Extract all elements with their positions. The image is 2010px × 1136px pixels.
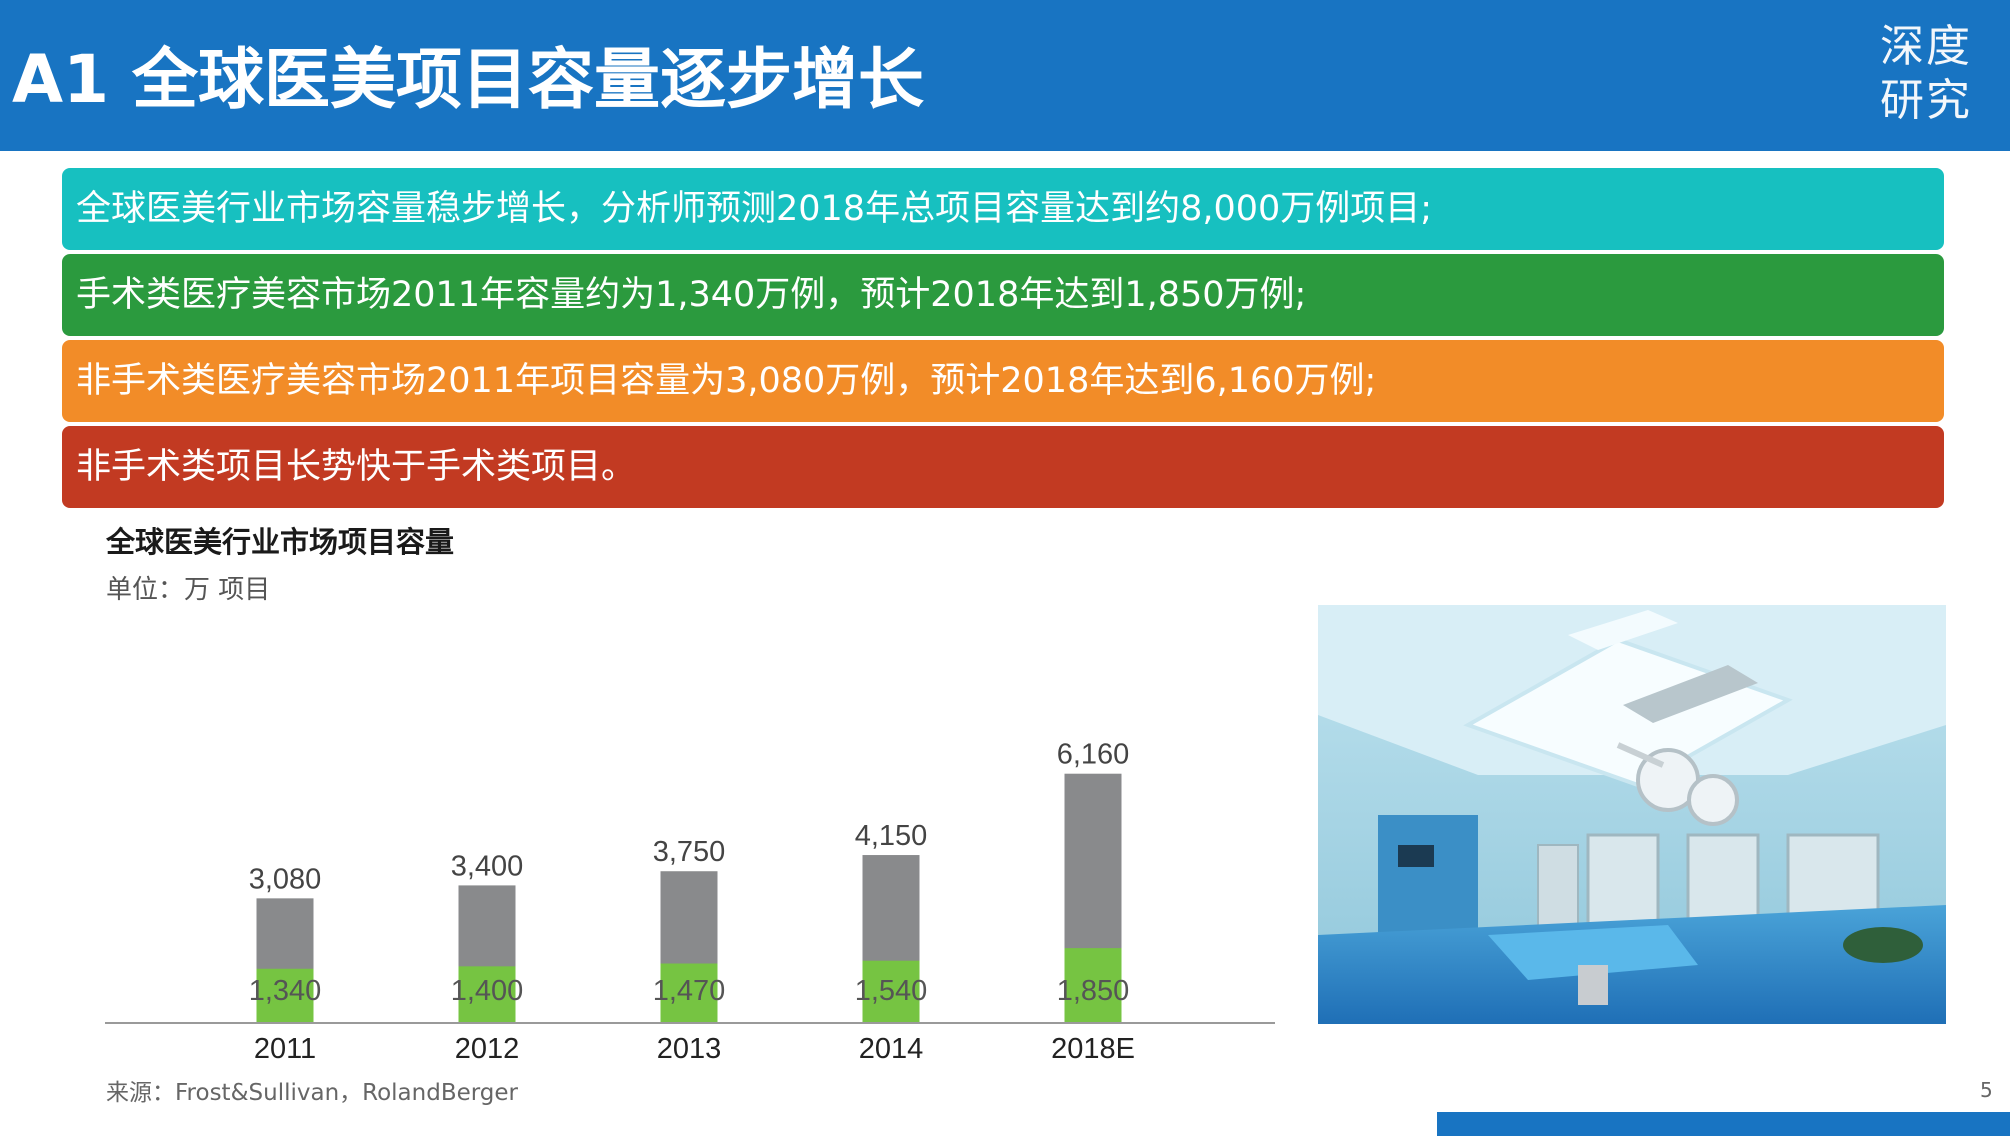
value-label-total-2018E: 6,160: [1057, 739, 1130, 771]
brand-logo: 深度 研究: [1876, 20, 1976, 132]
x-tick-label-2014: 2014: [859, 1033, 924, 1065]
page-number: 5: [1980, 1078, 1993, 1102]
value-label-segment-2018E: 1,850: [1057, 975, 1130, 1007]
x-tick-label-2013: 2013: [657, 1033, 722, 1065]
value-label-segment-2011: 1,340: [249, 975, 322, 1007]
banner-2: 手术类医疗美容市场2011年容量约为1,340万例，预计2018年达到1,850…: [62, 254, 1944, 336]
bottom-accent-bar: [1437, 1112, 2010, 1136]
banner-3: 非手术类医疗美容市场2011年项目容量为3,080万例，预计2018年达到6,1…: [62, 340, 1944, 422]
capacity-bar-chart: 3,080 1,340 2011 3,400 1,400 2012 3,750 1,470 20…: [105, 739, 1275, 1065]
page-title: A1 全球医美项目容量逐步增长: [12, 41, 924, 118]
bar-segment-2013: [660, 963, 718, 1023]
value-label-total-2012: 3,400: [451, 850, 524, 882]
x-tick-label-2018E: 2018E: [1051, 1033, 1135, 1065]
x-tick-label-2012: 2012: [455, 1033, 520, 1065]
bar-segment-2014: [862, 960, 920, 1023]
bar-segment-2018E: [1064, 948, 1122, 1023]
chart-title: 全球医美行业市场项目容量: [106, 525, 455, 559]
bar-segment-2011: [256, 968, 314, 1023]
operating-room-photo: [1318, 605, 1946, 1024]
value-label-segment-2014: 1,540: [855, 975, 928, 1007]
value-label-segment-2012: 1,400: [451, 975, 524, 1007]
x-tick-label-2011: 2011: [254, 1033, 316, 1065]
header-bar: A1 全球医美项目容量逐步增长 深度 研究: [0, 0, 2010, 151]
value-label-total-2014: 4,150: [855, 820, 928, 852]
chart-unit-label: 单位：万 项目: [106, 575, 271, 605]
banner-4: 非手术类项目长势快于手术类项目。: [62, 426, 1944, 508]
banner-1: 全球医美行业市场容量稳步增长，分析师预测2018年总项目容量达到约8,000万例…: [62, 168, 1944, 250]
bar-segment-2012: [458, 966, 516, 1023]
logo-line-1: 深度: [1880, 21, 1972, 72]
value-label-segment-2013: 1,470: [653, 975, 726, 1007]
source-note: 来源：Frost&Sullivan，RolandBerger: [106, 1080, 519, 1106]
value-label-total-2013: 3,750: [653, 836, 726, 868]
value-label-total-2011: 3,080: [249, 863, 322, 895]
logo-line-2: 研究: [1880, 75, 1972, 126]
